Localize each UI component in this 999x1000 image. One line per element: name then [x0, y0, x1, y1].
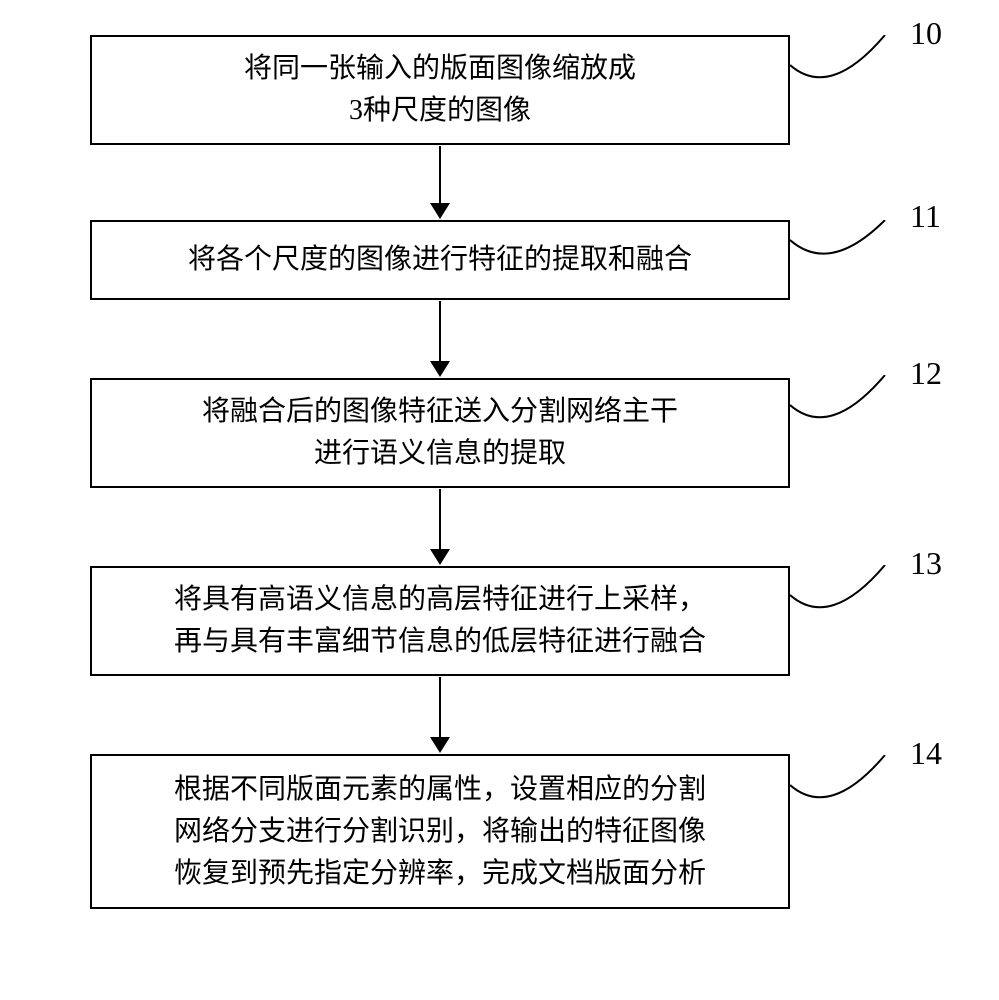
- step-text-line: 将同一张输入的版面图像缩放成: [244, 53, 636, 84]
- flowchart-step-14: 根据不同版面元素的属性，设置相应的分割 网络分支进行分割识别，将输出的特征图像 …: [90, 754, 790, 909]
- flowchart-step-10: 将同一张输入的版面图像缩放成 3种尺度的图像: [90, 35, 790, 145]
- flowchart-arrow: [430, 301, 450, 377]
- step-text: 根据不同版面元素的属性，设置相应的分割 网络分支进行分割识别，将输出的特征图像 …: [154, 757, 726, 907]
- step-text-line: 再与具有丰富细节信息的低层特征进行融合: [174, 626, 706, 657]
- arrow-container: [90, 145, 790, 220]
- step-text-line: 将融合后的图像特征送入分割网络主干: [202, 396, 678, 427]
- arrow-container: [90, 676, 790, 754]
- arrow-line: [439, 489, 441, 550]
- step-text-line: 网络分支进行分割识别，将输出的特征图像: [174, 816, 706, 847]
- flowchart-step-11: 将各个尺度的图像进行特征的提取和融合: [90, 220, 790, 300]
- arrow-container: [90, 300, 790, 378]
- step-text-line: 恢复到预先指定分辨率，完成文档版面分析: [174, 858, 706, 889]
- connector-curve: [790, 375, 910, 445]
- arrow-line: [439, 146, 441, 204]
- arrow-head-icon: [430, 549, 450, 565]
- flowchart-arrow: [430, 677, 450, 753]
- arrow-head-icon: [430, 203, 450, 219]
- flowchart-step-13: 将具有高语义信息的高层特征进行上采样， 再与具有丰富细节信息的低层特征进行融合: [90, 566, 790, 676]
- step-label-14: 14: [910, 735, 942, 772]
- step-text: 将融合后的图像特征送入分割网络主干 进行语义信息的提取: [182, 379, 698, 487]
- arrow-container: [90, 488, 790, 566]
- flowchart-container: 将同一张输入的版面图像缩放成 3种尺度的图像 10 将各个尺度的图像进行特征的提…: [50, 35, 950, 909]
- connector-curve: [790, 220, 910, 290]
- step-label-12: 12: [910, 355, 942, 392]
- connector-curve: [790, 35, 910, 105]
- flowchart-arrow: [430, 489, 450, 565]
- arrow-head-icon: [430, 361, 450, 377]
- arrow-head-icon: [430, 737, 450, 753]
- step-text-line: 将各个尺度的图像进行特征的提取和融合: [188, 244, 692, 275]
- step-text-line: 进行语义信息的提取: [314, 438, 566, 469]
- step-text-line: 将具有高语义信息的高层特征进行上采样，: [174, 584, 706, 615]
- connector-curve: [790, 565, 910, 635]
- arrow-line: [439, 301, 441, 362]
- step-label-13: 13: [910, 545, 942, 582]
- step-label-11: 11: [910, 198, 941, 235]
- connector-curve: [790, 755, 910, 825]
- flowchart-step-12: 将融合后的图像特征送入分割网络主干 进行语义信息的提取: [90, 378, 790, 488]
- step-text: 将同一张输入的版面图像缩放成 3种尺度的图像: [224, 36, 656, 144]
- step-text-line: 根据不同版面元素的属性，设置相应的分割: [174, 774, 706, 805]
- arrow-line: [439, 677, 441, 738]
- flowchart-arrow: [430, 146, 450, 219]
- step-text-line: 3种尺度的图像: [349, 95, 531, 126]
- step-text: 将各个尺度的图像进行特征的提取和融合: [168, 227, 712, 293]
- step-label-10: 10: [910, 15, 942, 52]
- step-text: 将具有高语义信息的高层特征进行上采样， 再与具有丰富细节信息的低层特征进行融合: [154, 567, 726, 675]
